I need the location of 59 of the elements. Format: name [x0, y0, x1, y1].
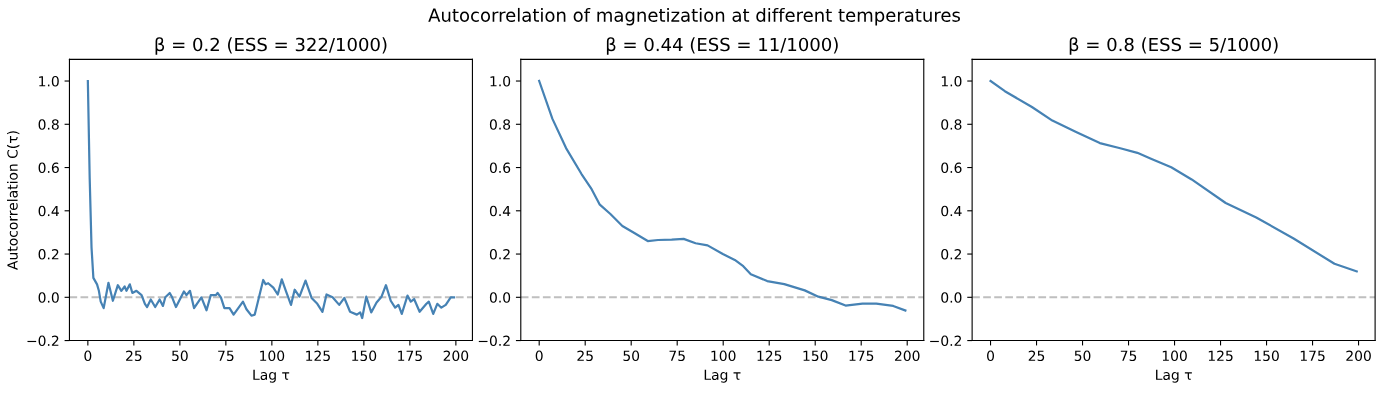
- y-tick-label: −0.2: [930, 335, 962, 347]
- y-tick-label: 0.4: [38, 205, 59, 217]
- y-tick-label: 0.6: [38, 162, 59, 174]
- y-axis-title: Autocorrelation C(τ): [7, 131, 20, 270]
- y-tick-label: 1.0: [941, 76, 962, 87]
- y-tick-label: 0.4: [489, 205, 511, 217]
- y-tick-label: 0.6: [489, 162, 511, 174]
- x-tick-label: 75: [669, 350, 685, 362]
- x-tick-label: 75: [1120, 350, 1137, 362]
- y-tick-label: 0.8: [489, 119, 511, 130]
- x-tick-label: 50: [1074, 350, 1091, 362]
- y-tick-label: −0.2: [27, 335, 59, 347]
- x-axis-title: Lag τ: [704, 369, 741, 383]
- x-tick-label: 125: [306, 350, 330, 362]
- y-tick-label: 0.8: [38, 119, 59, 130]
- line-series: [538, 79, 907, 312]
- x-tick-label: 100: [1162, 350, 1187, 362]
- y-tick-label: 0.0: [489, 292, 511, 303]
- x-tick-label: 0: [987, 350, 995, 362]
- y-tick-label: 1.0: [490, 76, 511, 87]
- y-tick-label: 0.2: [941, 249, 962, 260]
- x-tick-label: 175: [849, 350, 874, 362]
- x-tick-label: 175: [1300, 350, 1325, 362]
- x-tick-label: 150: [803, 350, 828, 362]
- chart-title: β = 0.44 (ESS = 11/1000): [606, 37, 838, 55]
- x-tick-label: 100: [260, 350, 285, 362]
- x-tick-label: 150: [352, 350, 377, 362]
- x-tick-label: 50: [172, 350, 188, 362]
- y-tick-label: −0.2: [478, 335, 510, 347]
- chart-title: β = 0.2 (ESS = 322/1000): [155, 37, 387, 55]
- x-tick-label: 125: [1208, 350, 1233, 362]
- y-tick-label: 0.2: [38, 249, 59, 260]
- line-series: [989, 79, 1358, 273]
- chart-title: β = 0.8 (ESS = 5/1000): [1069, 37, 1278, 55]
- y-tick-label: 0.2: [489, 249, 510, 260]
- x-tick-label: 0: [535, 350, 543, 362]
- x-tick-label: 125: [757, 350, 782, 362]
- y-tick-label: 0.6: [941, 162, 962, 174]
- x-tick-label: 0: [84, 350, 92, 362]
- y-tick-label: 0.8: [941, 119, 962, 130]
- x-tick-label: 25: [126, 350, 142, 362]
- x-tick-label: 150: [1254, 350, 1279, 362]
- x-tick-label: 200: [443, 350, 469, 362]
- x-tick-label: 100: [711, 350, 736, 362]
- y-tick-label: 1.0: [39, 76, 59, 87]
- x-tick-label: 200: [894, 350, 920, 362]
- y-tick-label: 0.0: [941, 292, 962, 303]
- x-tick-label: 50: [623, 350, 640, 362]
- x-tick-label: 75: [218, 350, 234, 362]
- y-tick-label: 0.4: [941, 205, 962, 217]
- y-tick-label: 0.0: [38, 292, 59, 303]
- x-tick-label: 25: [577, 350, 593, 362]
- line-series: [86, 79, 456, 320]
- text: Autocorrelation of magnetization at different temperatures: [428, 7, 960, 26]
- x-axis-title: Lag τ: [253, 369, 290, 383]
- x-axis-title: Lag τ: [1156, 369, 1192, 383]
- x-tick-label: 175: [398, 350, 422, 362]
- x-tick-label: 200: [1346, 350, 1371, 362]
- x-tick-label: 25: [1028, 350, 1045, 362]
